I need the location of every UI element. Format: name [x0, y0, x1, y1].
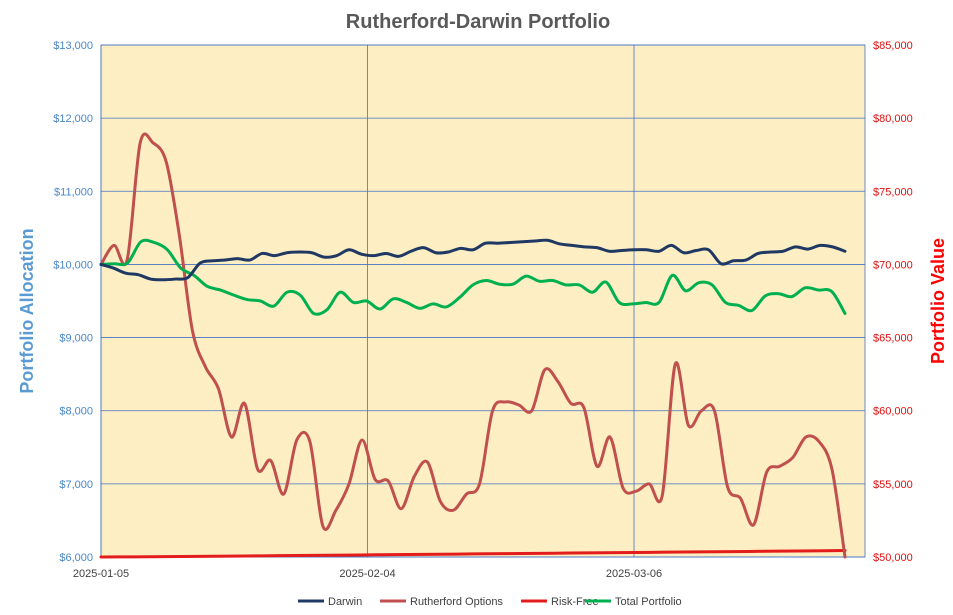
legend-item: Darwin — [298, 596, 362, 608]
right-tick-label: $55,000 — [873, 479, 913, 491]
left-tick-label: $12,000 — [53, 113, 93, 125]
left-tick-label: $6,000 — [59, 552, 93, 564]
legend-label: Total Portfolio — [615, 596, 682, 608]
series-lines — [99, 132, 847, 559]
left-tick-label: $9,000 — [59, 333, 93, 345]
gridlines — [100, 44, 866, 558]
left-tick-label: $8,000 — [59, 406, 93, 418]
left-axis-ticks: $6,000 $7,000 $8,000 $9,000 $10,000 $11,000 $1… — [53, 40, 93, 564]
x-tick-label: 2025-01-05 — [73, 568, 129, 580]
legend-label: Rutherford Options — [410, 596, 503, 608]
x-tick-label: 2025-02-04 — [339, 568, 395, 580]
left-tick-label: $11,000 — [54, 186, 93, 198]
right-tick-label: $50,000 — [873, 552, 913, 564]
series-line-rutherford-options — [99, 132, 847, 559]
left-tick-label: $7,000 — [59, 479, 93, 491]
series-line-darwin — [99, 238, 847, 282]
left-axis-label: Portfolio Allocation — [17, 228, 37, 393]
series-line-risk-free — [99, 549, 847, 559]
right-axis-ticks: $50,000 $55,000 $60,000 $65,000 $70,000 $75,0… — [873, 40, 913, 564]
legend-label: Risk-Free — [551, 596, 599, 608]
chart-title: Rutherford-Darwin Portfolio — [346, 11, 610, 33]
right-tick-label: $75,000 — [873, 186, 913, 198]
x-axis-ticks: 2025-01-05 2025-02-04 2025-03-06 — [73, 568, 662, 580]
plot-area — [101, 45, 865, 557]
right-tick-label: $65,000 — [873, 333, 913, 345]
legend-label: Darwin — [328, 596, 362, 608]
plot-border — [100, 44, 866, 558]
right-axis-label: Portfolio Value — [928, 238, 948, 364]
x-tick-label: 2025-03-06 — [606, 568, 662, 580]
legend-item: Risk-Free — [521, 596, 599, 608]
right-tick-label: $70,000 — [873, 259, 913, 271]
right-tick-label: $60,000 — [873, 406, 913, 418]
right-tick-label: $80,000 — [873, 113, 913, 125]
series-line-total-portfolio — [99, 238, 847, 316]
legend: Darwin Rutherford Options Risk-Free Total P… — [298, 596, 682, 608]
left-tick-label: $10,000 — [53, 259, 93, 271]
legend-item: Total Portfolio — [585, 596, 682, 608]
right-tick-label: $85,000 — [873, 40, 913, 52]
left-tick-label: $13,000 — [53, 40, 93, 52]
legend-item: Rutherford Options — [380, 596, 503, 608]
